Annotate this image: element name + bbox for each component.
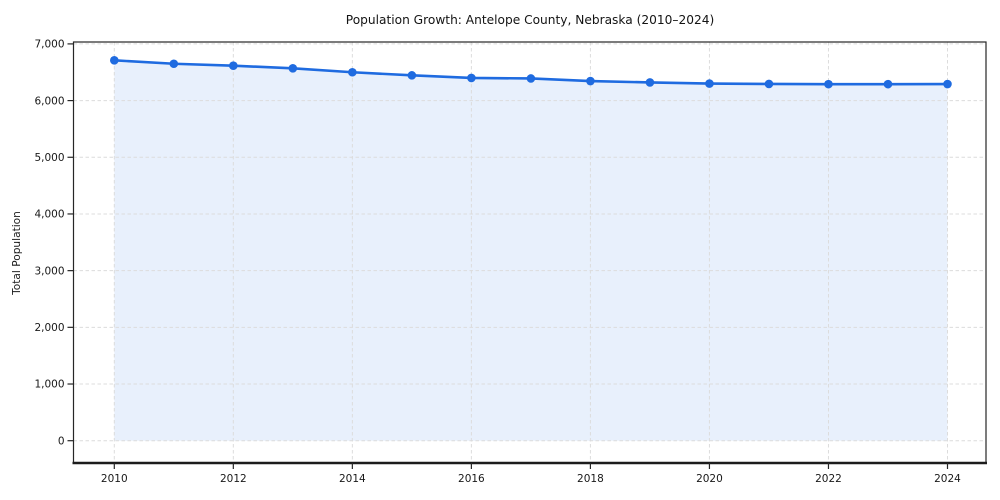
x-tick-label: 2020 bbox=[696, 473, 723, 485]
data-point-marker bbox=[645, 78, 655, 87]
x-tick-label: 2022 bbox=[815, 473, 842, 485]
data-point-marker bbox=[348, 67, 357, 77]
y-tick-label: 4,000 bbox=[34, 209, 64, 221]
data-point-marker bbox=[229, 61, 238, 71]
data-point-marker bbox=[764, 79, 774, 89]
y-tick-label: 2,000 bbox=[34, 322, 64, 334]
x-tick-label: 2024 bbox=[934, 473, 961, 485]
x-tick-label: 2012 bbox=[220, 473, 247, 485]
x-tick-label: 2014 bbox=[339, 473, 366, 485]
x-tick-label: 2010 bbox=[101, 473, 128, 485]
data-point-marker bbox=[705, 79, 714, 88]
data-point-marker bbox=[943, 79, 952, 89]
data-point-marker bbox=[169, 59, 179, 69]
x-tick-label: 2016 bbox=[458, 473, 485, 485]
data-point-marker bbox=[288, 63, 298, 73]
data-point-marker bbox=[824, 79, 833, 89]
y-tick-label: 3,000 bbox=[34, 265, 64, 277]
data-point-marker bbox=[467, 73, 476, 83]
data-point-marker bbox=[110, 56, 119, 65]
chart-title: Population Growth: Antelope County, Nebr… bbox=[345, 13, 715, 27]
data-point-marker bbox=[586, 76, 595, 86]
data-point-marker bbox=[407, 71, 417, 80]
x-tick-label: 2018 bbox=[577, 473, 604, 485]
data-point-marker bbox=[526, 74, 536, 83]
y-tick-label: 1,000 bbox=[34, 379, 64, 391]
y-tick-label: 0 bbox=[58, 435, 65, 447]
y-tick-label: 6,000 bbox=[34, 95, 64, 107]
y-tick-label: 7,000 bbox=[34, 39, 64, 51]
y-tick-label: 5,000 bbox=[34, 152, 64, 164]
area-fill bbox=[114, 60, 948, 441]
data-point-marker bbox=[883, 79, 893, 89]
